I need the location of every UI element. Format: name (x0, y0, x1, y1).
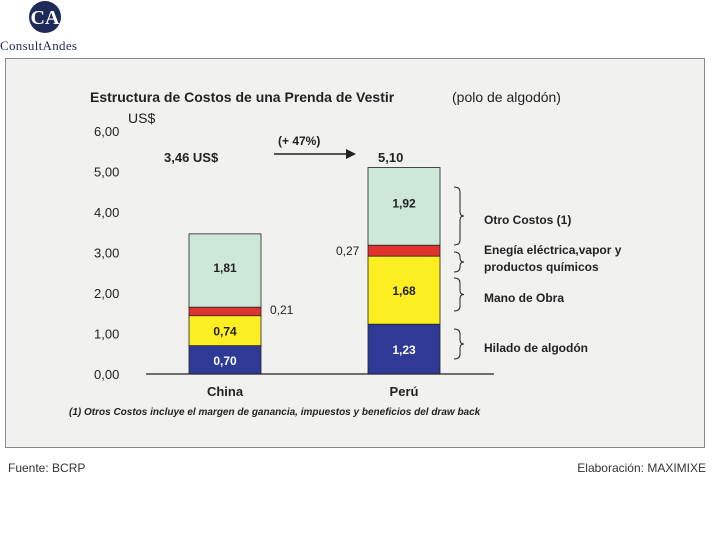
bars (188, 167, 441, 375)
stacked-bar-chart: Estructura de Costos de una Prenda de Ve… (69, 89, 622, 418)
bar-value-label: 0,27 (336, 244, 360, 258)
logo-mark: CA (31, 7, 60, 29)
footnote: (1) Otros Costos incluye el margen de ga… (69, 407, 481, 418)
logo-name: ConsultAndes (0, 38, 78, 53)
y-tick-label: 6,00 (94, 124, 119, 139)
x-category-label: Perú (390, 384, 419, 399)
bar-value-label: 1,23 (392, 343, 416, 357)
bar-value-label: 0,70 (213, 354, 237, 368)
x-category-label: China (207, 384, 244, 399)
bar-value-labels: 0,70 0,74 0,21 1,81 1,23 1,68 0,27 1,92 (213, 196, 416, 367)
legend-label: productos químicos (484, 260, 599, 274)
total-label-china: 3,46 US$ (164, 150, 219, 165)
y-tick-label: 4,00 (94, 205, 119, 220)
change-arrow (274, 149, 356, 159)
bar-value-label: 0,74 (213, 325, 237, 339)
bar-value-label: 1,81 (213, 261, 237, 275)
legend-label: Otro Costos (1) (484, 213, 571, 227)
legend-brace (453, 328, 465, 360)
legend-label: Enegía eléctrica,vapor y (484, 243, 622, 257)
bar-value-label: 0,21 (270, 303, 294, 317)
y-axis-label: US$ (128, 110, 155, 126)
change-label: (+ 47%) (278, 134, 320, 148)
x-axis-categories: China Perú (207, 384, 419, 399)
y-tick-label: 5,00 (94, 165, 119, 180)
consultandes-logo: CA (29, 1, 61, 33)
bar-segment (367, 255, 441, 325)
bar-segment (188, 233, 262, 308)
legend: Otro Costos (1) Enegía eléctrica,vapor y p… (453, 186, 622, 360)
y-tick-label: 2,00 (94, 286, 119, 301)
bar-segment (367, 167, 441, 246)
logo-circle (29, 1, 61, 33)
bar-value-label: 1,68 (392, 284, 416, 298)
bar-segment (188, 306, 262, 317)
legend-brace (453, 251, 465, 273)
y-tick-label: 3,00 (94, 246, 119, 261)
legend-brace (453, 277, 465, 312)
legend-brace (453, 186, 465, 246)
bar-segment (367, 244, 441, 257)
chart-title: Estructura de Costos de una Prenda de Ve… (90, 89, 395, 105)
total-label-peru: 5,10 (378, 150, 403, 165)
y-axis-ticks: 0,00 1,00 2,00 3,00 4,00 5,00 6,00 (94, 124, 119, 382)
y-tick-label: 1,00 (94, 327, 119, 342)
legend-label: Mano de Obra (484, 291, 564, 305)
bar-segment (188, 345, 262, 375)
legend-label: Hilado de algodón (484, 341, 588, 355)
y-tick-label: 0,00 (94, 367, 119, 382)
chart-subtitle: (polo de algodón) (452, 89, 561, 105)
source-note: Fuente: BCRP (8, 461, 86, 475)
chart-panel: Estructura de Costos de una Prenda de Ve… (5, 58, 705, 448)
bar-value-label: 1,92 (392, 196, 416, 210)
credit-note: Elaboración: MAXIMIXE (577, 461, 706, 475)
